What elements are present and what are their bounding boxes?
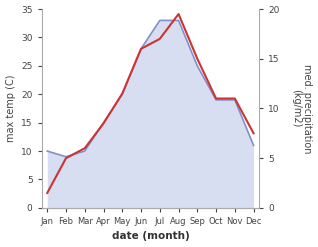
Y-axis label: max temp (C): max temp (C) [5, 75, 16, 142]
Y-axis label: med. precipitation
(kg/m2): med. precipitation (kg/m2) [291, 64, 313, 153]
X-axis label: date (month): date (month) [112, 231, 189, 242]
